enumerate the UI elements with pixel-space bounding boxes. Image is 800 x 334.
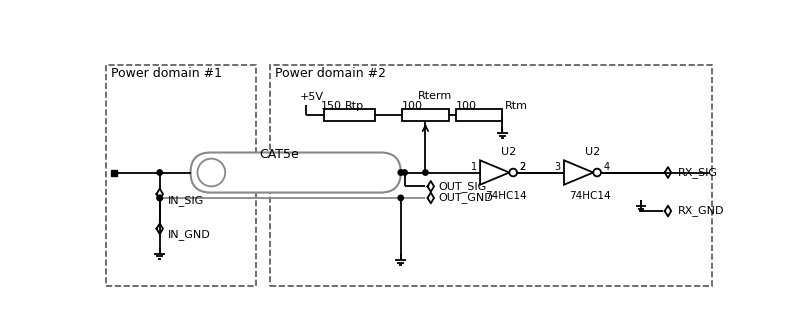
Text: Rtm: Rtm [505, 101, 528, 111]
Text: IN_GND: IN_GND [167, 229, 210, 240]
FancyBboxPatch shape [190, 153, 401, 192]
Text: RX_GND: RX_GND [678, 205, 725, 216]
Circle shape [157, 170, 162, 175]
Circle shape [422, 170, 428, 175]
Circle shape [157, 195, 162, 201]
Text: 100: 100 [456, 101, 477, 111]
Bar [106, 65, 256, 287]
Bar [324, 109, 375, 121]
Circle shape [398, 195, 403, 201]
Text: OUT_GND: OUT_GND [438, 192, 494, 203]
Text: 3: 3 [554, 162, 561, 172]
Text: Power domain #2: Power domain #2 [275, 67, 386, 80]
Text: CAT5e: CAT5e [259, 148, 299, 161]
Circle shape [398, 170, 403, 175]
Polygon shape [564, 160, 594, 185]
Circle shape [510, 169, 517, 176]
Text: +5V: +5V [300, 93, 324, 103]
Text: Rtp: Rtp [345, 101, 364, 111]
Text: 2: 2 [519, 162, 526, 172]
Circle shape [402, 170, 407, 175]
Bar [456, 109, 502, 121]
Text: 150: 150 [321, 101, 342, 111]
Text: 74HC14: 74HC14 [485, 191, 526, 201]
Text: U2: U2 [501, 147, 516, 157]
Text: 100: 100 [402, 101, 423, 111]
Text: OUT_SIG: OUT_SIG [438, 181, 486, 192]
Text: RX_SIG: RX_SIG [678, 167, 718, 178]
Text: 1: 1 [471, 162, 477, 172]
Circle shape [594, 169, 601, 176]
Text: Rterm: Rterm [418, 91, 452, 101]
Circle shape [157, 195, 162, 201]
Text: 74HC14: 74HC14 [569, 191, 610, 201]
Text: IN_SIG: IN_SIG [167, 195, 204, 206]
Text: U2: U2 [585, 147, 600, 157]
Bar [402, 109, 449, 121]
Text: Power domain #1: Power domain #1 [111, 67, 222, 80]
Text: 4: 4 [603, 162, 610, 172]
Bar [270, 65, 712, 287]
Polygon shape [480, 160, 510, 185]
Text: 2: 2 [519, 162, 526, 172]
